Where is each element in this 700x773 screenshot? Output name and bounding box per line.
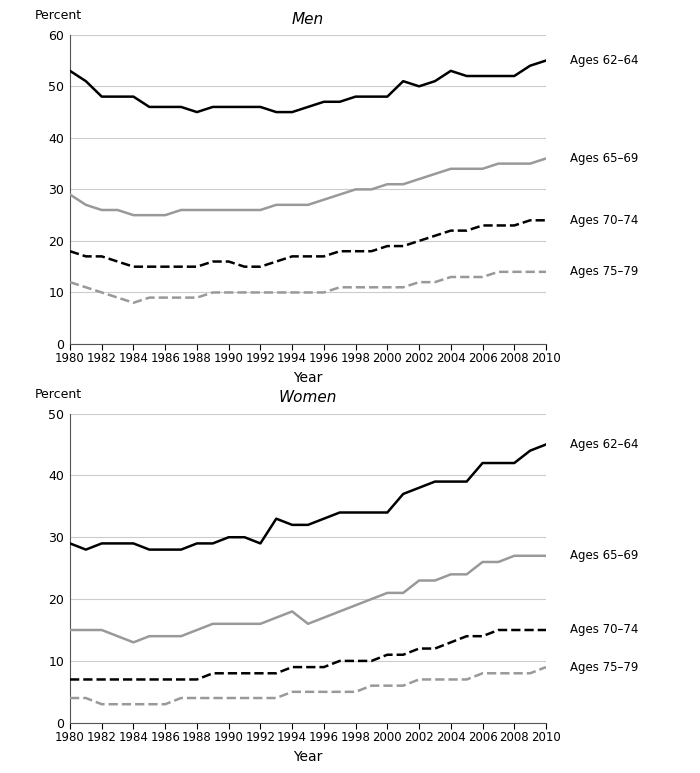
Text: Ages 70–74: Ages 70–74 bbox=[570, 214, 638, 226]
Text: Ages 65–69: Ages 65–69 bbox=[570, 152, 638, 165]
X-axis label: Year: Year bbox=[293, 750, 323, 764]
Text: Ages 62–64: Ages 62–64 bbox=[570, 54, 638, 67]
Title: Women: Women bbox=[279, 390, 337, 406]
X-axis label: Year: Year bbox=[293, 371, 323, 385]
Text: Percent: Percent bbox=[34, 388, 81, 401]
Text: Ages 65–69: Ages 65–69 bbox=[570, 550, 638, 562]
Text: Ages 75–79: Ages 75–79 bbox=[570, 661, 638, 673]
Text: Ages 62–64: Ages 62–64 bbox=[570, 438, 638, 451]
Title: Men: Men bbox=[292, 12, 324, 27]
Text: Ages 75–79: Ages 75–79 bbox=[570, 265, 638, 278]
Text: Ages 70–74: Ages 70–74 bbox=[570, 624, 638, 636]
Text: Percent: Percent bbox=[34, 9, 81, 22]
